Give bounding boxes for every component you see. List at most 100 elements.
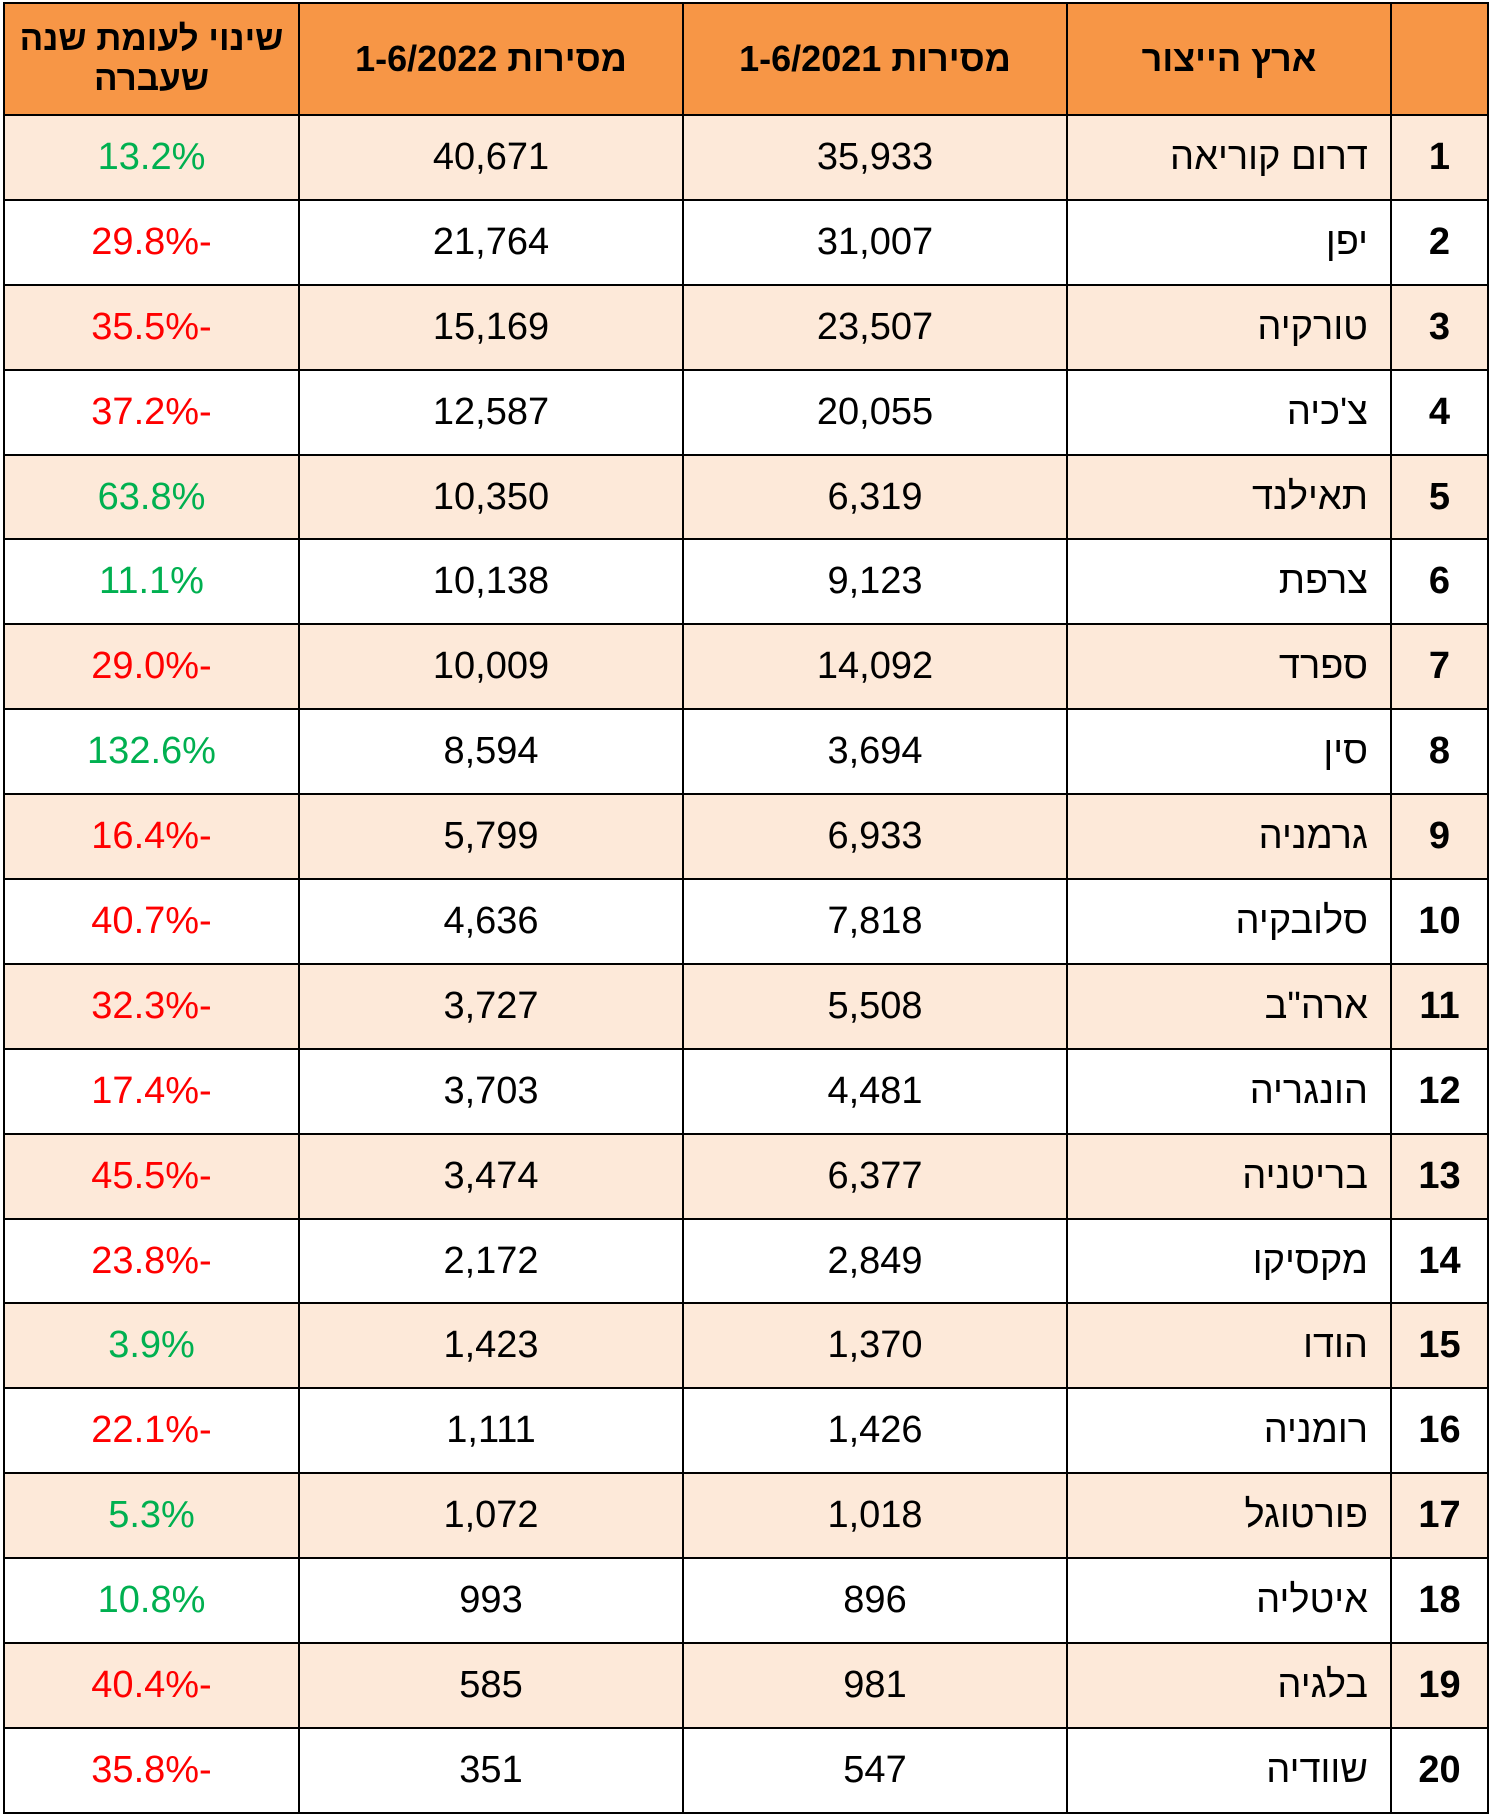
country-cell: תאילנד (1066, 453, 1392, 541)
rank-cell: 9 (1390, 793, 1489, 881)
rank-cell: 3 (1390, 283, 1489, 371)
rank-cell: 1 (1390, 114, 1489, 201)
deliveries-2022-cell: 4,636 (298, 878, 684, 965)
table-row: 18 איטליה 896 993 10.8% (3, 1557, 1489, 1645)
deliveries-2021-cell: 547 (682, 1726, 1068, 1814)
change-cell: 3.9% (3, 1302, 300, 1390)
deliveries-2021-cell: 3,694 (682, 708, 1068, 796)
country-cell: פורטוגל (1066, 1472, 1392, 1560)
deliveries-2021-cell: 14,092 (682, 623, 1068, 711)
change-cell: -22.1% (3, 1387, 300, 1475)
change-cell: 5.3% (3, 1472, 300, 1560)
table-row: 2 יפן 31,007 21,764 -29.8% (3, 198, 1489, 286)
change-cell: 63.8% (3, 453, 300, 541)
header-rank (1390, 2, 1489, 116)
deliveries-2021-cell: 7,818 (682, 878, 1068, 965)
rank-cell: 17 (1390, 1472, 1489, 1560)
header-row: ארץ הייצור מסירות 1-6/2021 מסירות 1-6/20… (3, 2, 1489, 116)
table-row: 10 סלובקיה 7,818 4,636 -40.7% (3, 878, 1489, 965)
rank-cell: 7 (1390, 623, 1489, 711)
header-country: ארץ הייצור (1066, 2, 1392, 116)
country-cell: טורקיה (1066, 283, 1392, 371)
header-deliveries-2021: מסירות 1-6/2021 (682, 2, 1068, 116)
country-cell: צ'כיה (1066, 368, 1392, 456)
table-row: 1 דרום קוריאה 35,933 40,671 13.2% (3, 114, 1489, 201)
table-row: 13 בריטניה 6,377 3,474 -45.5% (3, 1132, 1489, 1220)
country-cell: איטליה (1066, 1557, 1392, 1645)
deliveries-2022-cell: 585 (298, 1642, 684, 1729)
country-cell: צרפת (1066, 538, 1392, 626)
country-cell: רומניה (1066, 1387, 1392, 1475)
rank-cell: 4 (1390, 368, 1489, 456)
deliveries-2022-cell: 10,138 (298, 538, 684, 626)
table-row: 20 שוודיה 547 351 -35.8% (3, 1726, 1489, 1814)
table-row: 16 רומניה 1,426 1,111 -22.1% (3, 1387, 1489, 1475)
country-cell: סלובקיה (1066, 878, 1392, 965)
deliveries-2022-cell: 351 (298, 1726, 684, 1814)
table-row: 17 פורטוגל 1,018 1,072 5.3% (3, 1472, 1489, 1560)
rank-cell: 16 (1390, 1387, 1489, 1475)
deliveries-2021-cell: 6,933 (682, 793, 1068, 881)
header-deliveries-2022: מסירות 1-6/2022 (298, 2, 684, 116)
change-cell: -40.7% (3, 878, 300, 965)
deliveries-2022-cell: 40,671 (298, 114, 684, 201)
table-row: 14 מקסיקו 2,849 2,172 -23.8% (3, 1217, 1489, 1305)
change-cell: -37.2% (3, 368, 300, 456)
country-cell: בלגיה (1066, 1642, 1392, 1729)
country-cell: בריטניה (1066, 1132, 1392, 1220)
change-cell: -45.5% (3, 1132, 300, 1220)
country-cell: ארה"ב (1066, 962, 1392, 1050)
deliveries-2022-cell: 1,423 (298, 1302, 684, 1390)
table-row: 19 בלגיה 981 585 -40.4% (3, 1642, 1489, 1729)
country-cell: גרמניה (1066, 793, 1392, 881)
change-cell: 13.2% (3, 114, 300, 201)
deliveries-2021-cell: 5,508 (682, 962, 1068, 1050)
country-cell: ספרד (1066, 623, 1392, 711)
deliveries-table: ארץ הייצור מסירות 1-6/2021 מסירות 1-6/20… (3, 2, 1489, 1814)
change-cell: -35.5% (3, 283, 300, 371)
deliveries-2021-cell: 9,123 (682, 538, 1068, 626)
change-cell: 11.1% (3, 538, 300, 626)
deliveries-2022-cell: 12,587 (298, 368, 684, 456)
country-cell: הודו (1066, 1302, 1392, 1390)
deliveries-2022-cell: 21,764 (298, 198, 684, 286)
table-row: 9 גרמניה 6,933 5,799 -16.4% (3, 793, 1489, 881)
deliveries-2022-cell: 993 (298, 1557, 684, 1645)
deliveries-2021-cell: 1,370 (682, 1302, 1068, 1390)
rank-cell: 8 (1390, 708, 1489, 796)
deliveries-2021-cell: 23,507 (682, 283, 1068, 371)
country-cell: הונגריה (1066, 1047, 1392, 1135)
change-cell: 10.8% (3, 1557, 300, 1645)
change-cell: -29.0% (3, 623, 300, 711)
deliveries-2021-cell: 1,426 (682, 1387, 1068, 1475)
deliveries-2022-cell: 5,799 (298, 793, 684, 881)
deliveries-2022-cell: 1,072 (298, 1472, 684, 1560)
change-cell: -23.8% (3, 1217, 300, 1305)
table-row: 4 צ'כיה 20,055 12,587 -37.2% (3, 368, 1489, 456)
deliveries-2021-cell: 6,319 (682, 453, 1068, 541)
deliveries-2022-cell: 3,727 (298, 962, 684, 1050)
deliveries-2022-cell: 8,594 (298, 708, 684, 796)
table-row: 5 תאילנד 6,319 10,350 63.8% (3, 453, 1489, 541)
table-row: 15 הודו 1,370 1,423 3.9% (3, 1302, 1489, 1390)
deliveries-2021-cell: 1,018 (682, 1472, 1068, 1560)
deliveries-2021-cell: 981 (682, 1642, 1068, 1729)
deliveries-table-container: ארץ הייצור מסירות 1-6/2021 מסירות 1-6/20… (3, 2, 1489, 1814)
change-cell: -32.3% (3, 962, 300, 1050)
rank-cell: 12 (1390, 1047, 1489, 1135)
country-cell: סין (1066, 708, 1392, 796)
deliveries-2021-cell: 35,933 (682, 114, 1068, 201)
deliveries-2021-cell: 6,377 (682, 1132, 1068, 1220)
change-cell: -29.8% (3, 198, 300, 286)
rank-cell: 14 (1390, 1217, 1489, 1305)
deliveries-2022-cell: 10,009 (298, 623, 684, 711)
rank-cell: 15 (1390, 1302, 1489, 1390)
change-cell: -16.4% (3, 793, 300, 881)
rank-cell: 2 (1390, 198, 1489, 286)
change-cell: -35.8% (3, 1726, 300, 1814)
rank-cell: 11 (1390, 962, 1489, 1050)
deliveries-2021-cell: 31,007 (682, 198, 1068, 286)
table-row: 6 צרפת 9,123 10,138 11.1% (3, 538, 1489, 626)
deliveries-2022-cell: 3,474 (298, 1132, 684, 1220)
country-cell: שוודיה (1066, 1726, 1392, 1814)
